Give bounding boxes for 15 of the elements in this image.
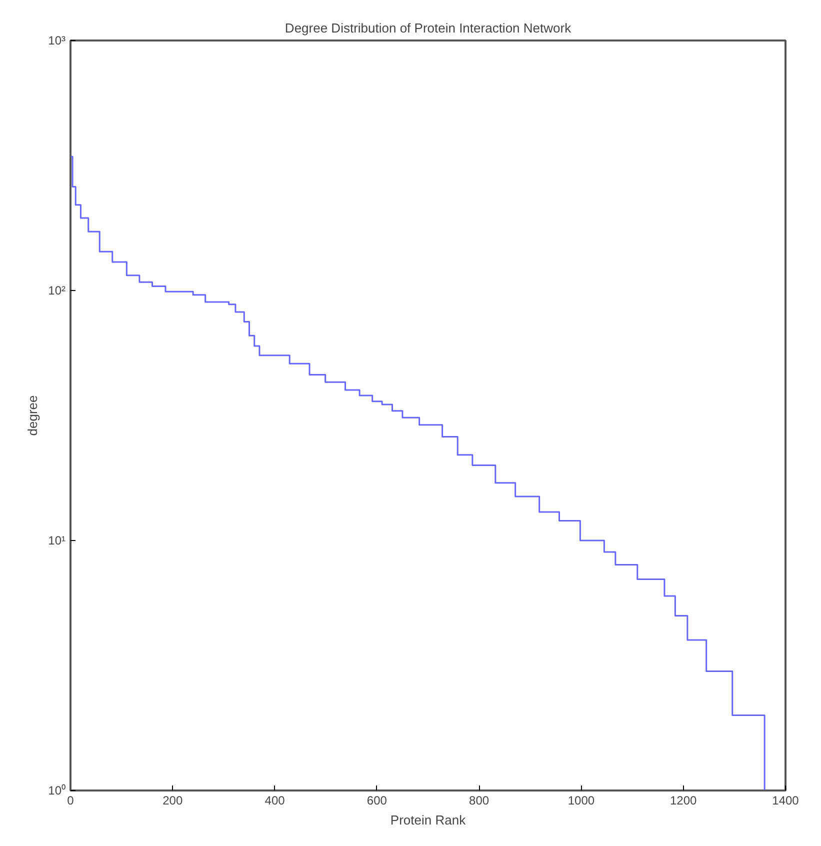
y-tick-label: 10³ <box>48 34 66 48</box>
x-tick-label: 0 <box>67 794 74 808</box>
y-axis-title: degree <box>25 395 40 436</box>
x-tick-label: 600 <box>366 794 388 808</box>
x-tick-label: 1200 <box>670 794 698 808</box>
chart-title: Degree Distribution of Protein Interaction Network <box>284 20 572 36</box>
x-tick-label: 200 <box>162 794 183 808</box>
x-tick-label: 800 <box>469 794 490 808</box>
y-tick-label: 10⁰ <box>48 784 66 798</box>
x-tick-label: 1000 <box>568 794 595 808</box>
x-tick-label: 1400 <box>772 794 800 808</box>
y-tick-label: 10² <box>48 284 66 298</box>
x-axis-title: Protein Rank <box>390 812 466 828</box>
x-tick-label: 400 <box>264 794 286 808</box>
y-tick-label: 10¹ <box>48 534 66 548</box>
